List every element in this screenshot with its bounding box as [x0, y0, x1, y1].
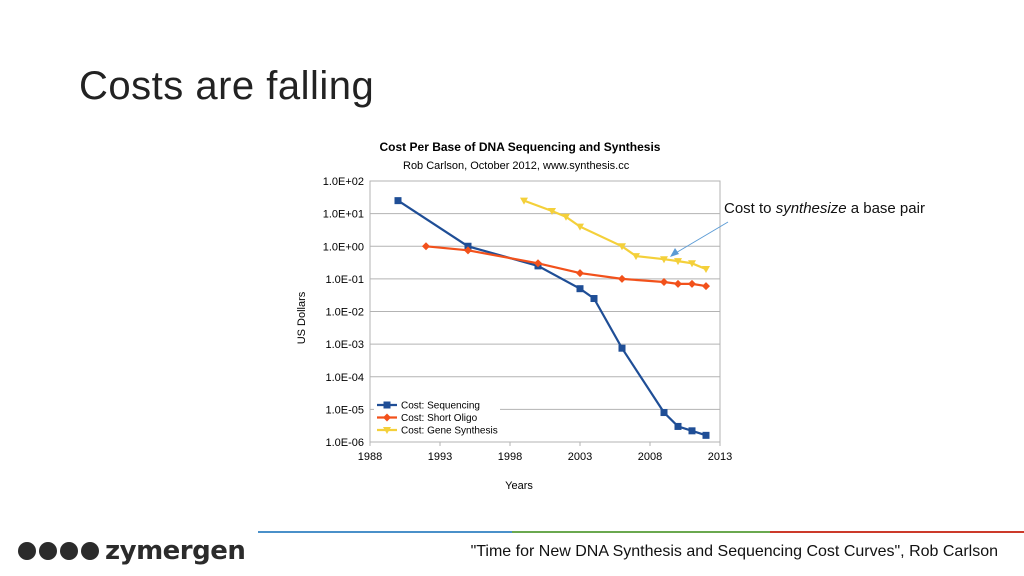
- data-point: [394, 197, 402, 205]
- x-tick-label: 1998: [498, 451, 522, 463]
- callout-arrow-line: [673, 221, 729, 255]
- data-point: [383, 413, 391, 422]
- chart-text: Cost Per Base of DNA Sequencing and Synt…: [296, 140, 661, 492]
- logo-icons: [18, 542, 99, 560]
- y-tick-label: 1.0E-02: [325, 307, 364, 319]
- data-point: [618, 243, 626, 251]
- data-point: [618, 274, 626, 283]
- callout-emphasis: synthesize: [775, 200, 847, 217]
- data-point: [562, 213, 570, 221]
- data-point: [383, 401, 391, 409]
- footer-divider: [0, 531, 1024, 533]
- cube-icon: [81, 542, 99, 560]
- data-point: [702, 431, 710, 439]
- data-point: [632, 253, 640, 261]
- series-cost-short-oligo: [422, 242, 710, 291]
- gear-icon: [18, 542, 36, 560]
- callout-label: Cost to synthesize a base pair: [724, 200, 925, 217]
- legend-entry: Cost: Short Oligo: [401, 413, 478, 424]
- callout-pre: Cost to: [724, 200, 776, 217]
- chart-axes: 1.0E+02 1.0E+01 1.0E+00 1.0E-01 1.0E-02 1.0E-…: [323, 176, 733, 463]
- y-tick-label: 1.0E-03: [325, 339, 364, 351]
- data-point: [520, 197, 528, 205]
- y-tick-label: 1.0E+00: [323, 241, 364, 253]
- x-tick-label: 1988: [358, 451, 382, 463]
- slide-title: Costs are falling: [79, 64, 375, 108]
- y-tick-label: 1.0E-01: [325, 274, 364, 286]
- data-point: [688, 260, 696, 268]
- y-axis-label: US Dollars: [296, 291, 308, 344]
- data-point: [464, 242, 472, 250]
- data-point: [383, 427, 391, 434]
- x-tick-label: 2003: [568, 451, 592, 463]
- footer-divider-segment-blue: [258, 531, 512, 533]
- data-point: [660, 278, 668, 287]
- leaf-icon: [60, 542, 78, 560]
- chart-subtitle: Rob Carlson, October 2012, www.synthesis…: [403, 160, 630, 172]
- chart-series: [394, 197, 710, 439]
- data-point: [576, 285, 584, 293]
- logo-wordmark: zymergen: [105, 536, 246, 566]
- callout-post: a base pair: [846, 200, 925, 217]
- data-point: [590, 295, 598, 303]
- series-cost-gene-synthesis: [520, 197, 710, 274]
- data-point: [660, 256, 668, 264]
- y-tick-label: 1.0E-04: [325, 372, 364, 384]
- y-tick-label: 1.0E+01: [323, 209, 364, 221]
- data-point: [674, 258, 682, 266]
- data-point: [702, 282, 710, 291]
- data-point: [674, 422, 682, 430]
- callout-arrow: [670, 221, 729, 257]
- molecule-icon: [39, 542, 57, 560]
- x-tick-label: 1993: [428, 451, 452, 463]
- y-tick-label: 1.0E-05: [325, 404, 364, 416]
- x-tick-label: 2013: [708, 451, 732, 463]
- citation: "Time for New DNA Synthesis and Sequenci…: [470, 543, 998, 560]
- x-tick-label: 2008: [638, 451, 662, 463]
- data-point: [576, 269, 584, 278]
- legend-entry: Cost: Sequencing: [401, 401, 480, 412]
- data-point: [702, 266, 710, 274]
- footer-divider-segment-green: [512, 531, 770, 533]
- data-point: [674, 279, 682, 288]
- y-tick-label: 1.0E-06: [325, 437, 364, 449]
- data-point: [548, 208, 556, 216]
- legend-entry: Cost: Gene Synthesis: [401, 426, 498, 437]
- data-point: [688, 279, 696, 288]
- footer-divider-segment-red: [770, 531, 1024, 533]
- y-tick-label: 1.0E+02: [323, 176, 364, 188]
- data-point: [464, 246, 472, 255]
- data-point: [618, 344, 626, 352]
- data-point: [688, 427, 696, 435]
- data-point: [534, 259, 542, 268]
- series-line: [523, 199, 707, 271]
- data-point: [660, 409, 668, 417]
- callout-arrow-head: [670, 248, 679, 257]
- chart-title: Cost Per Base of DNA Sequencing and Synt…: [380, 140, 661, 154]
- company-logo: zymergen: [18, 536, 246, 566]
- data-point: [422, 242, 430, 251]
- data-point: [576, 223, 584, 231]
- x-axis-label: Years: [505, 480, 533, 492]
